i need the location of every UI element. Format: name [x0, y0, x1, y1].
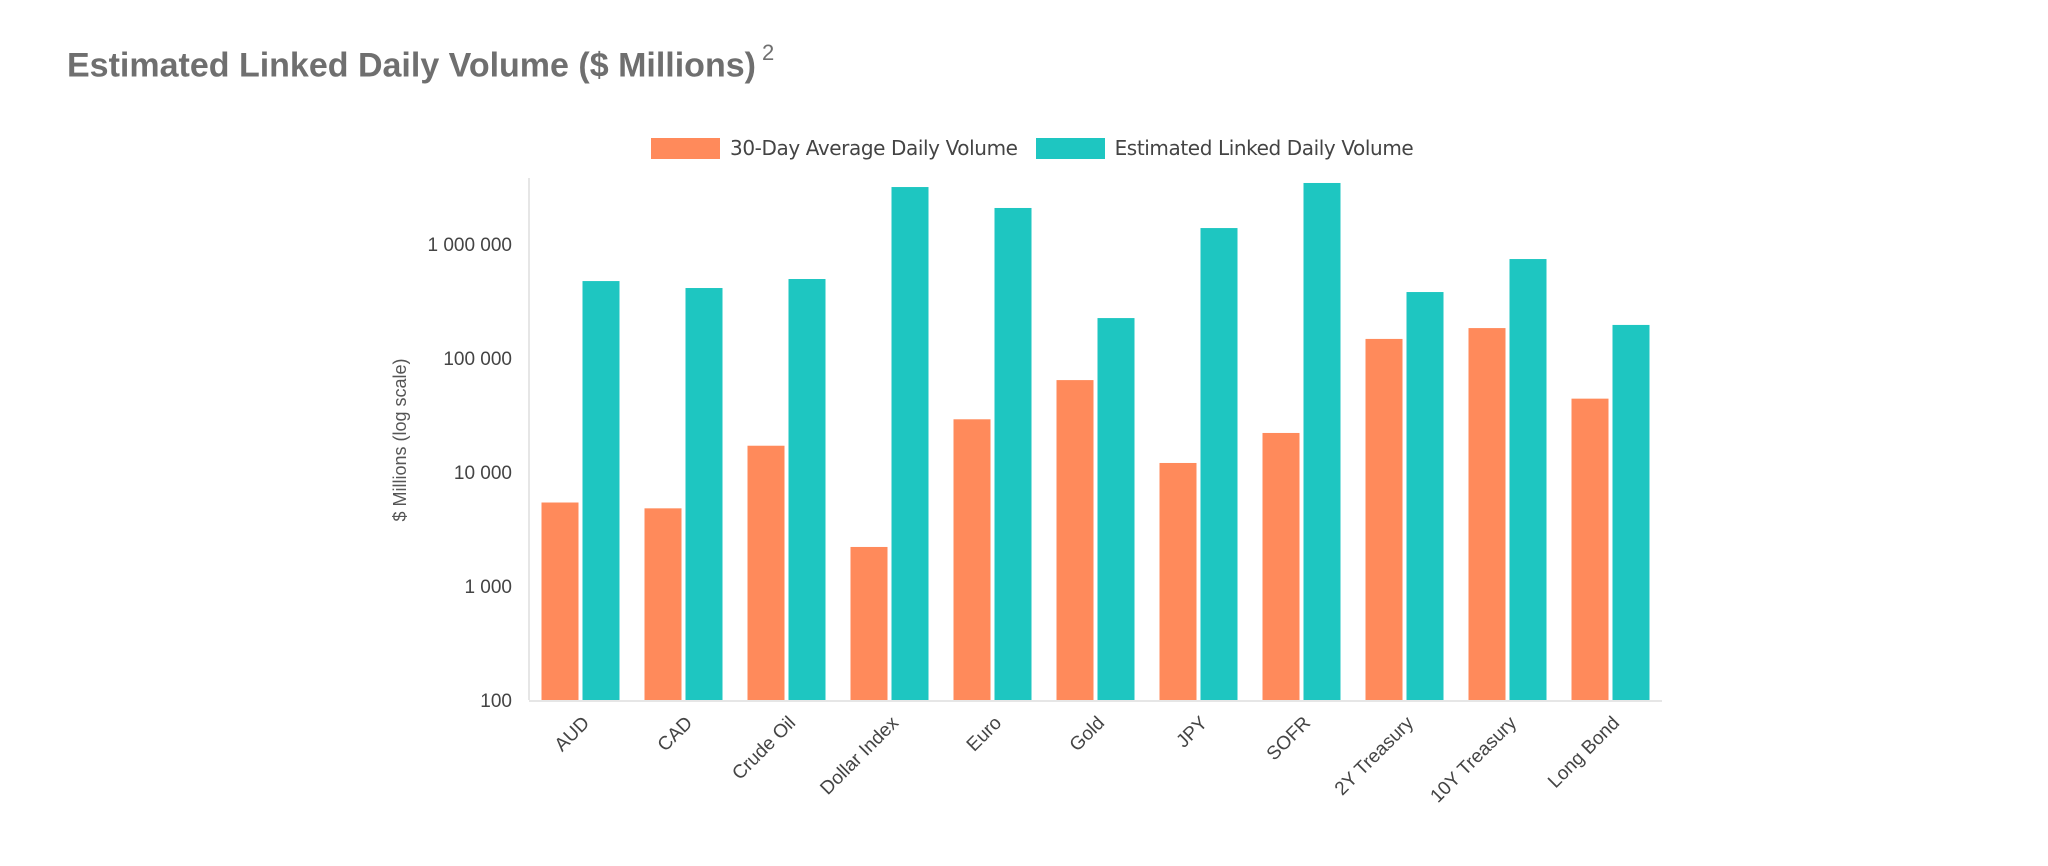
bar-30-day-average[interactable]: [541, 502, 579, 700]
x-category-label: 2Y Treasury: [1331, 712, 1418, 799]
bar-estimated-linked[interactable]: [685, 288, 723, 700]
footnote-marker: 2: [761, 40, 775, 65]
chart-title-text: Estimated Linked Daily Volume ($ Million…: [67, 46, 756, 85]
bar-30-day-average[interactable]: [1159, 462, 1197, 700]
bar-30-day-average[interactable]: [850, 546, 888, 700]
y-tick-label: 10 000: [454, 463, 512, 484]
bar-estimated-linked[interactable]: [1200, 228, 1238, 701]
y-tick-label: 100: [480, 691, 512, 712]
x-category-label: CAD: [654, 713, 697, 756]
x-category-label: Gold: [1066, 713, 1109, 756]
x-category-label: SOFR: [1263, 713, 1315, 765]
bar-estimated-linked[interactable]: [582, 281, 620, 700]
y-tick-label: 1 000 000: [427, 235, 512, 256]
bar-estimated-linked[interactable]: [994, 207, 1032, 701]
legend-label: 30-Day Average Daily Volume: [730, 136, 1018, 160]
bar-estimated-linked[interactable]: [1097, 318, 1135, 700]
bar-30-day-average[interactable]: [747, 445, 785, 700]
x-category-label: 10Y Treasury: [1427, 712, 1522, 807]
legend-item-estimated-linked[interactable]: Estimated Linked Daily Volume: [1035, 136, 1414, 160]
bar-estimated-linked[interactable]: [1509, 259, 1547, 700]
bar-estimated-linked[interactable]: [1406, 292, 1444, 700]
bar-30-day-average[interactable]: [1468, 328, 1506, 700]
y-axis-title: $ Millions (log scale): [390, 358, 410, 521]
legend-label: Estimated Linked Daily Volume: [1114, 136, 1414, 160]
bar-30-day-average[interactable]: [1365, 338, 1403, 700]
bar-30-day-average[interactable]: [1262, 432, 1300, 700]
bar-30-day-average[interactable]: [1571, 398, 1609, 700]
y-tick-label: 100 000: [443, 349, 512, 370]
x-category-label: Euro: [963, 713, 1006, 756]
legend-item-30-day-average[interactable]: 30-Day Average Daily Volume: [651, 136, 1018, 160]
x-category-label: Long Bond: [1544, 713, 1624, 793]
legend-swatch-orange: [651, 137, 720, 159]
bar-estimated-linked[interactable]: [788, 279, 826, 700]
bar-30-day-average[interactable]: [953, 419, 991, 700]
x-category-label: Crude Oil: [728, 713, 800, 785]
bar-estimated-linked[interactable]: [891, 187, 929, 701]
bar-estimated-linked[interactable]: [1612, 324, 1650, 700]
bar-30-day-average[interactable]: [1056, 380, 1094, 700]
x-category-label: Dollar Index: [816, 712, 903, 799]
bar-30-day-average[interactable]: [644, 508, 682, 700]
legend-swatch-teal: [1035, 137, 1105, 159]
x-category-label: AUD: [551, 713, 594, 756]
chart-legend: 30-Day Average Daily Volume Estimated Li…: [651, 136, 1431, 160]
chart-title: Estimated Linked Daily Volume ($ Million…: [67, 40, 774, 85]
bar-estimated-linked[interactable]: [1303, 182, 1341, 701]
x-category-label: JPY: [1173, 712, 1213, 752]
y-tick-label: 1 000: [464, 577, 512, 598]
